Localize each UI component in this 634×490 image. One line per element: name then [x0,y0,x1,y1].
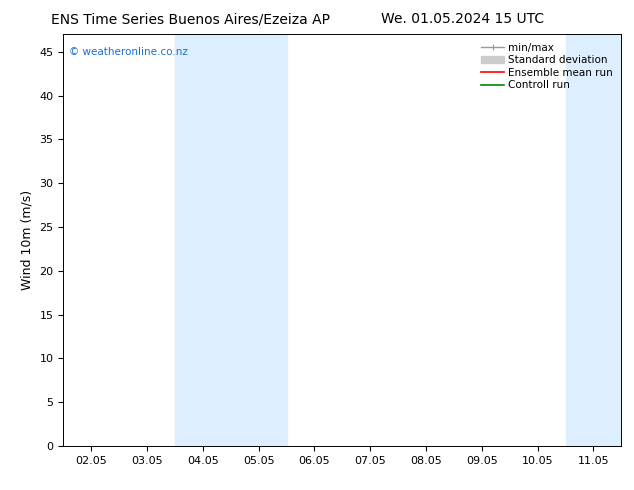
Text: © weatheronline.co.nz: © weatheronline.co.nz [69,47,188,57]
Text: We. 01.05.2024 15 UTC: We. 01.05.2024 15 UTC [381,12,545,26]
Text: ENS Time Series Buenos Aires/Ezeiza AP: ENS Time Series Buenos Aires/Ezeiza AP [51,12,330,26]
Legend: min/max, Standard deviation, Ensemble mean run, Controll run: min/max, Standard deviation, Ensemble me… [478,40,616,94]
Y-axis label: Wind 10m (m/s): Wind 10m (m/s) [21,190,34,290]
Bar [566,34,634,446]
Bar [175,34,287,446]
